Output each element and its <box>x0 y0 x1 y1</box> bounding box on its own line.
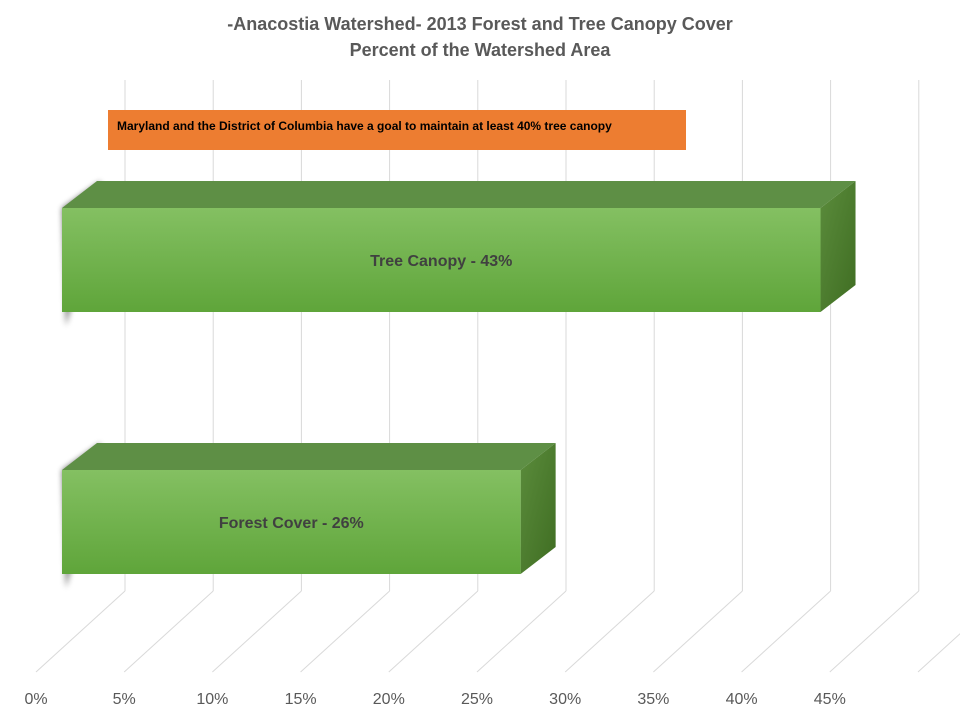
gridline-floor <box>917 633 960 673</box>
gridline-floor <box>35 590 126 673</box>
chart-title-line1: -Anacostia Watershed- 2013 Forest and Tr… <box>227 14 733 34</box>
x-tick-label: 35% <box>637 691 669 708</box>
gridline-floor <box>476 590 567 673</box>
gridline-floor <box>123 590 214 673</box>
bar-side-face <box>820 181 856 312</box>
annotation-box: Maryland and the District of Columbia ha… <box>108 110 686 150</box>
chart-title-line2: Percent of the Watershed Area <box>350 40 612 60</box>
annotation-text: Maryland and the District of Columbia ha… <box>117 119 612 133</box>
x-tick-label: 10% <box>196 691 228 708</box>
bar-data-label: Tree Canopy - 43% <box>370 253 512 270</box>
bars: Tree Canopy - 43% Forest Cover - 26% <box>62 181 856 588</box>
bar-front-face <box>62 470 521 574</box>
gridline-floor <box>212 590 302 673</box>
x-tick-label: 20% <box>373 691 405 708</box>
x-tick-label: 5% <box>113 691 136 708</box>
bar: Tree Canopy - 43% <box>62 181 856 326</box>
bar-data-label: Forest Cover - 26% <box>219 515 364 532</box>
x-tick-label: 15% <box>285 691 317 708</box>
gridline-floor <box>829 590 920 673</box>
gridline-floor <box>300 590 390 673</box>
x-tick-label: 0% <box>24 691 47 708</box>
x-tick-label: 30% <box>549 691 581 708</box>
bar-top-face <box>62 443 556 470</box>
bar-side-face <box>520 443 556 574</box>
bar: Forest Cover - 26% <box>62 443 556 588</box>
gridline-floor <box>388 590 479 673</box>
bar-top-face <box>62 181 856 208</box>
bar-front-face <box>62 208 821 312</box>
gridline-floor <box>653 590 743 673</box>
x-tick-label: 45% <box>814 691 846 708</box>
x-tick-label: 40% <box>726 691 758 708</box>
x-tick-label: 25% <box>461 691 493 708</box>
gridline-floor <box>741 590 831 673</box>
annotation-background <box>108 110 686 150</box>
gridline-floor <box>564 590 655 673</box>
x-axis-ticks: 0% 5% 10% 15% 20% 25% 30% 35% 40% 45% <box>24 691 845 708</box>
gridlines <box>35 80 960 673</box>
